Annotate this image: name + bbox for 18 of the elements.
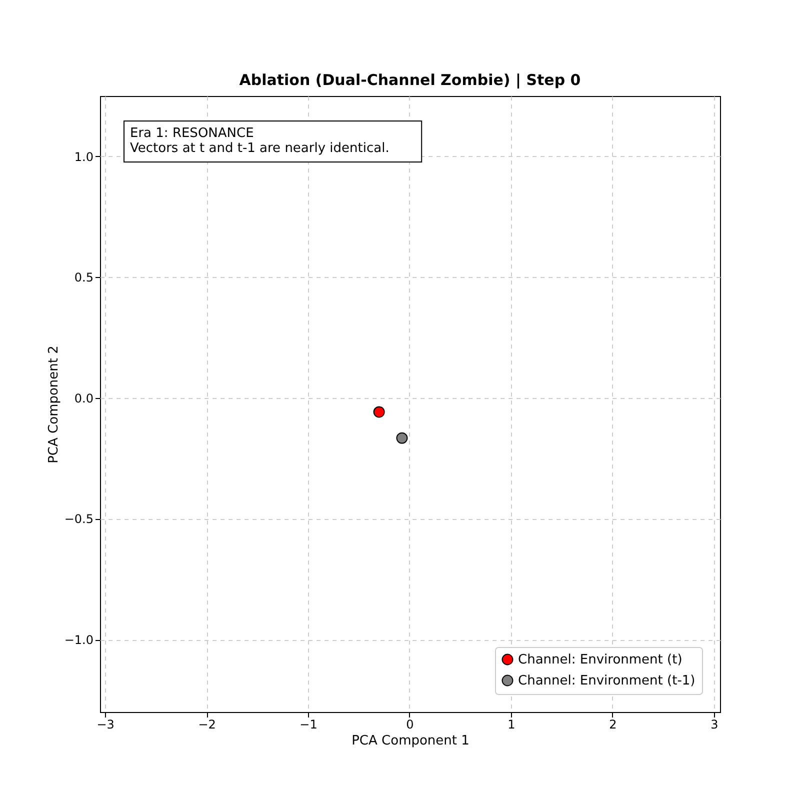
x-tick-label: 1 [508,718,516,732]
annotation: Era 1: RESONANCE Vectors at t and t-1 are nearly identical. [130,126,390,156]
x-tick-label: 0 [406,718,414,732]
x-axis-title: PCA Component 1 [352,734,470,748]
y-tick-label: 0.5 [74,270,94,285]
y-tick-label: 0.0 [74,391,94,406]
y-axis-title: PCA Component 2 [46,346,62,464]
x-tick-label: −3 [96,718,114,732]
chart-title: Ablation (Dual-Channel Zombie) | Step 0 [239,71,581,89]
y-tick-label: −0.5 [64,512,94,526]
y-tick-label: −1.0 [64,633,94,648]
legend-label: Channel: Environment (t-1) [518,674,696,688]
legend-label: Channel: Environment (t) [518,652,682,668]
x-tick-label: −1 [300,718,318,732]
x-tick-label: −2 [198,718,216,732]
x-tick-label: 3 [710,718,718,732]
x-tick-label: 2 [609,718,617,732]
y-tick-label: 1.0 [74,150,94,164]
